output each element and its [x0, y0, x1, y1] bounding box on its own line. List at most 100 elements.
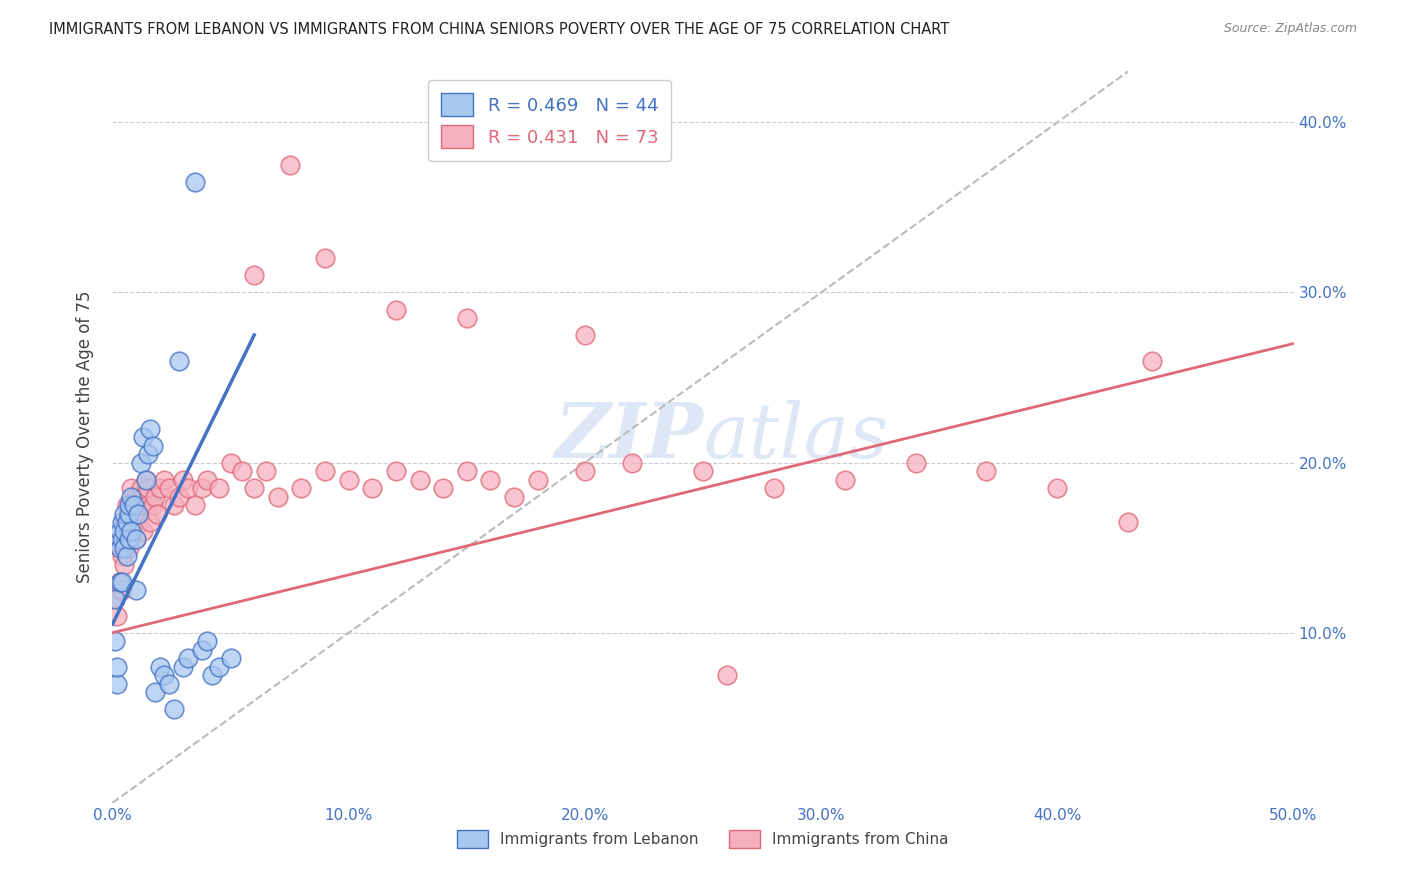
Point	[208, 659, 231, 673]
Point	[115, 549, 138, 563]
Point	[432, 481, 454, 495]
Point	[195, 473, 218, 487]
Point	[135, 473, 157, 487]
Point	[115, 498, 138, 512]
Point	[149, 659, 172, 673]
Point	[132, 430, 155, 444]
Point	[111, 574, 134, 589]
Point	[112, 515, 135, 529]
Point	[136, 481, 159, 495]
Point	[118, 532, 141, 546]
Point	[105, 659, 128, 673]
Point	[139, 421, 162, 435]
Point	[105, 608, 128, 623]
Point	[125, 532, 148, 546]
Point	[167, 353, 190, 368]
Point	[112, 524, 135, 538]
Point	[172, 659, 194, 673]
Point	[172, 473, 194, 487]
Point	[135, 473, 157, 487]
Point	[142, 498, 165, 512]
Point	[716, 668, 738, 682]
Point	[120, 481, 142, 495]
Point	[314, 252, 336, 266]
Point	[904, 456, 927, 470]
Point	[157, 677, 180, 691]
Point	[231, 464, 253, 478]
Point	[136, 447, 159, 461]
Point	[385, 302, 408, 317]
Point	[408, 473, 430, 487]
Point	[125, 490, 148, 504]
Point	[129, 498, 152, 512]
Point	[112, 541, 135, 555]
Point	[526, 473, 548, 487]
Point	[129, 481, 152, 495]
Point	[111, 549, 134, 563]
Point	[122, 507, 145, 521]
Y-axis label: Seniors Poverty Over the Age of 75: Seniors Poverty Over the Age of 75	[76, 291, 94, 583]
Point	[104, 634, 127, 648]
Point	[177, 481, 200, 495]
Point	[456, 311, 478, 326]
Point	[762, 481, 785, 495]
Point	[1140, 353, 1163, 368]
Point	[163, 498, 186, 512]
Point	[834, 473, 856, 487]
Point	[163, 702, 186, 716]
Point	[153, 473, 176, 487]
Point	[104, 591, 127, 606]
Text: ZIP: ZIP	[554, 401, 703, 474]
Point	[621, 456, 644, 470]
Point	[195, 634, 218, 648]
Point	[122, 498, 145, 512]
Point	[108, 524, 131, 538]
Point	[136, 498, 159, 512]
Point	[143, 490, 166, 504]
Point	[132, 524, 155, 538]
Point	[120, 524, 142, 538]
Point	[118, 498, 141, 512]
Point	[191, 642, 214, 657]
Point	[127, 515, 149, 529]
Point	[243, 481, 266, 495]
Point	[115, 515, 138, 529]
Point	[574, 328, 596, 343]
Point	[177, 651, 200, 665]
Point	[120, 498, 142, 512]
Point	[118, 515, 141, 529]
Point	[479, 473, 502, 487]
Point	[125, 532, 148, 546]
Text: IMMIGRANTS FROM LEBANON VS IMMIGRANTS FROM CHINA SENIORS POVERTY OVER THE AGE OF: IMMIGRANTS FROM LEBANON VS IMMIGRANTS FR…	[49, 22, 949, 37]
Point	[112, 507, 135, 521]
Point	[503, 490, 526, 504]
Point	[118, 541, 141, 555]
Point	[139, 515, 162, 529]
Point	[574, 464, 596, 478]
Point	[153, 668, 176, 682]
Point	[976, 464, 998, 478]
Point	[361, 481, 384, 495]
Point	[692, 464, 714, 478]
Point	[118, 507, 141, 521]
Point	[120, 490, 142, 504]
Point	[208, 481, 231, 495]
Point	[108, 574, 131, 589]
Point	[290, 481, 312, 495]
Point	[149, 481, 172, 495]
Point	[167, 490, 190, 504]
Point	[254, 464, 277, 478]
Point	[1046, 481, 1069, 495]
Text: atlas: atlas	[703, 401, 889, 474]
Point	[184, 498, 207, 512]
Point	[129, 456, 152, 470]
Point	[157, 481, 180, 495]
Point	[104, 591, 127, 606]
Point	[115, 532, 138, 546]
Point	[108, 541, 131, 555]
Point	[184, 175, 207, 189]
Point	[201, 668, 224, 682]
Point	[105, 677, 128, 691]
Point	[278, 158, 301, 172]
Point	[314, 464, 336, 478]
